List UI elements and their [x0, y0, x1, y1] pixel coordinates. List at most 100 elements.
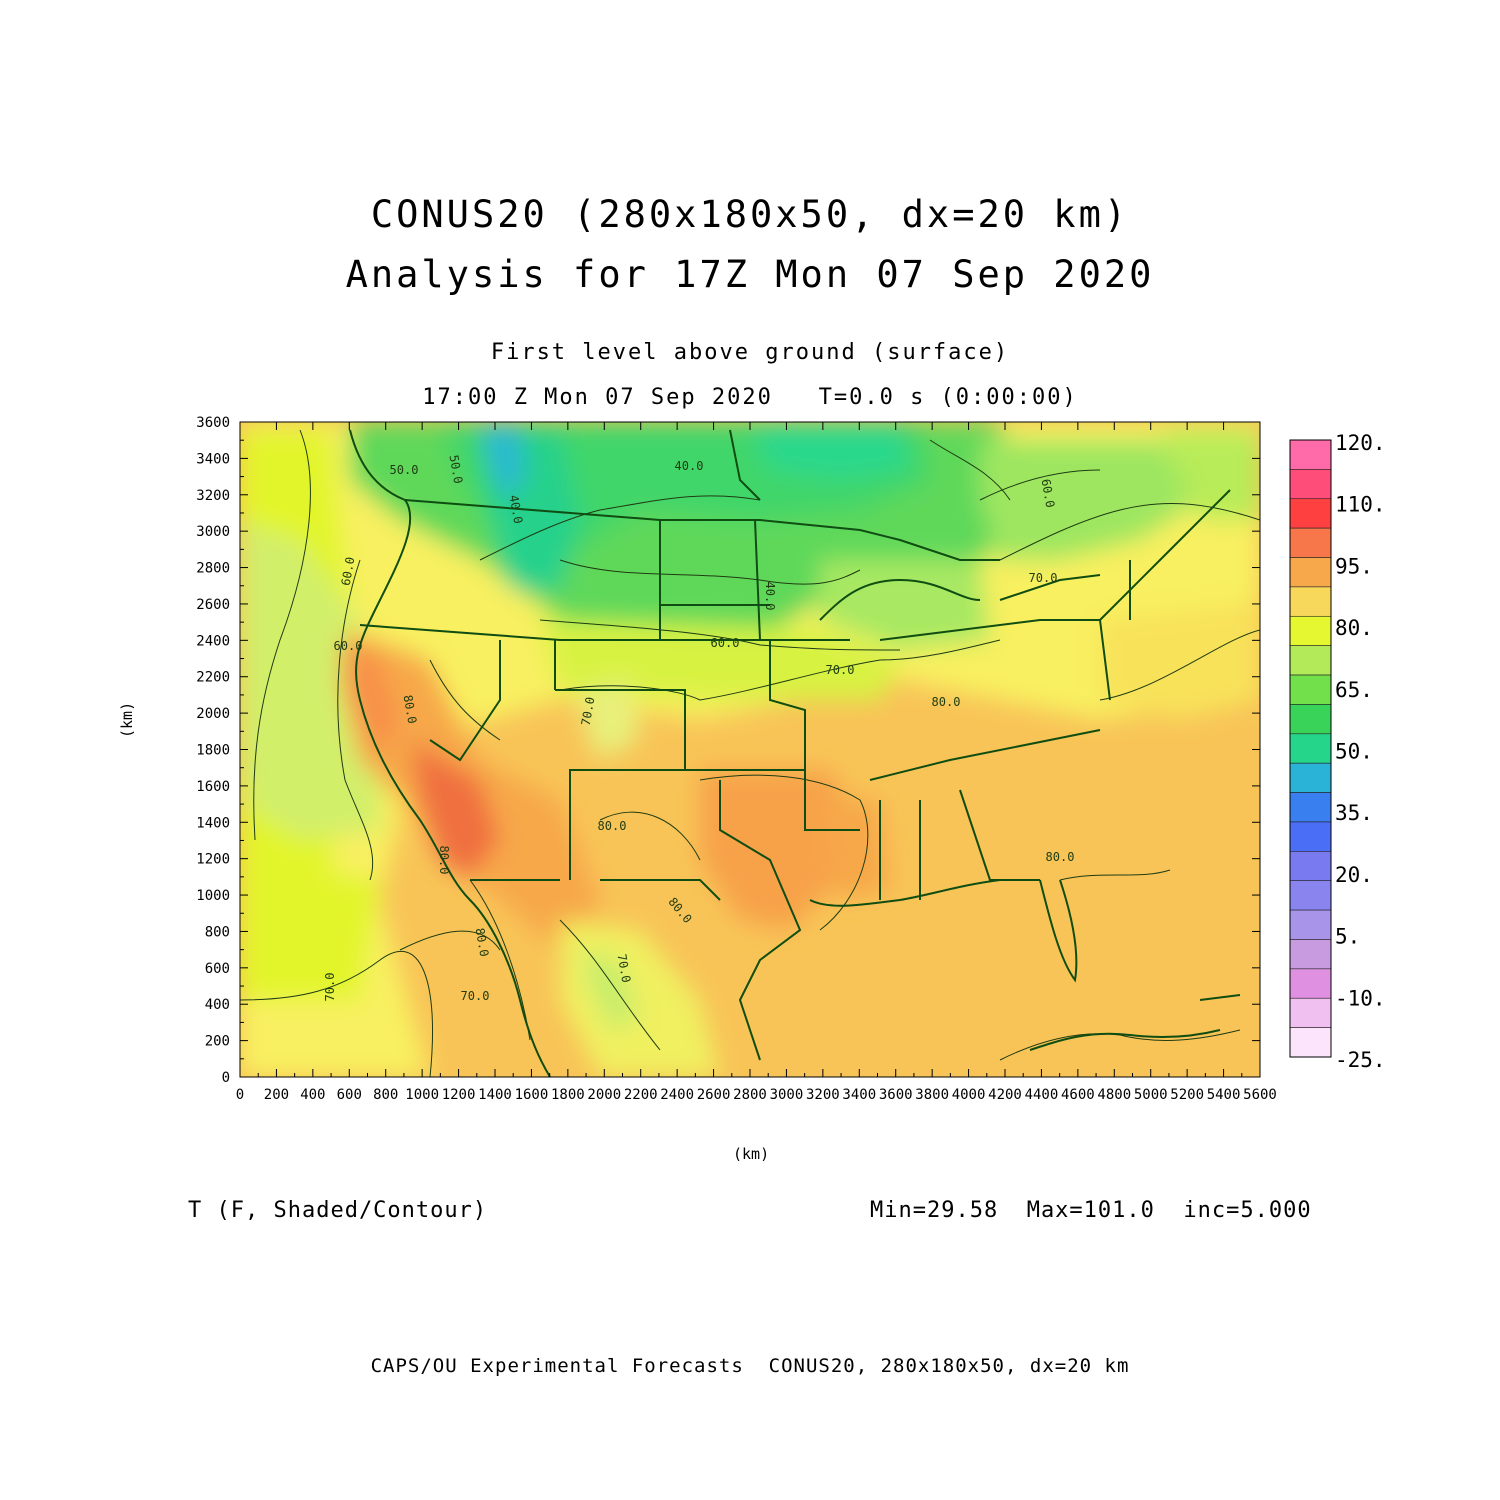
level-subtitle: First level above ground (surface)	[490, 340, 1010, 365]
x-tick-label: 2000	[587, 1087, 621, 1103]
contour-label: 60.0	[711, 636, 740, 650]
contour-label: 70.0	[1029, 571, 1058, 585]
y-tick-label: 800	[205, 924, 230, 940]
y-tick-label: 1200	[196, 852, 230, 868]
y-tick-label: 2600	[196, 597, 230, 613]
contour-label: 80.0	[401, 694, 420, 725]
y-axis-unit: (km)	[118, 701, 136, 738]
colorbar-label: 20.	[1335, 863, 1373, 887]
x-tick-label: 3400	[842, 1087, 876, 1103]
x-tick-label: 600	[337, 1087, 362, 1103]
colorbar-swatch	[1289, 733, 1332, 764]
colorbar-swatch	[1289, 645, 1332, 676]
x-tick-label: 2800	[733, 1087, 767, 1103]
contour-label: 70.0	[323, 973, 337, 1002]
time-subtitle: 17:00 Z Mon 07 Sep 2020 T=0.0 s (0:00:00…	[422, 385, 1078, 410]
colorbar-label: -25.	[1335, 1048, 1386, 1072]
x-tick-label: 2600	[697, 1087, 731, 1103]
contour-label: 80.0	[598, 819, 627, 833]
colorbar-swatch	[1289, 469, 1332, 500]
y-tick-label: 600	[205, 961, 230, 977]
y-tick-label: 2200	[196, 670, 230, 686]
colorbar-swatch	[1289, 939, 1332, 970]
x-tick-label: 1600	[515, 1087, 549, 1103]
y-tick-label: 2000	[196, 706, 230, 722]
y-tick-label: 400	[205, 997, 230, 1013]
y-tick-label: 1600	[196, 779, 230, 795]
y-tick-label: 0	[222, 1070, 230, 1086]
contour-label: 80.0	[1046, 850, 1075, 864]
y-tick-label: 1400	[196, 815, 230, 831]
colorbar-swatch	[1289, 557, 1332, 588]
y-tick-label: 1000	[196, 888, 230, 904]
colorbar-swatch	[1289, 527, 1332, 558]
contour-label: 40.0	[507, 494, 526, 525]
y-tick-label: 3200	[196, 488, 230, 504]
variable-label: T (F, Shaded/Contour)	[188, 1198, 488, 1223]
x-tick-label: 4000	[952, 1087, 986, 1103]
colorbar-label: -10.	[1335, 986, 1386, 1010]
colorbar-swatch	[1289, 762, 1332, 793]
y-tick-label: 2800	[196, 561, 230, 577]
y-axis: 0 200 400 600 800 1000 1200 1400 1600 1800 2000 220…	[196, 415, 1260, 1086]
contour-label: 80.0	[437, 846, 451, 875]
plot-title-line2: Analysis for 17Z Mon 07 Sep 2020	[345, 253, 1155, 296]
x-tick-label: 3800	[915, 1087, 949, 1103]
x-tick-label: 4400	[1025, 1087, 1059, 1103]
y-tick-label: 3600	[196, 415, 230, 431]
plot-title-line1: CONUS20 (280x180x50, dx=20 km)	[370, 193, 1130, 236]
contour-label: 40.0	[763, 582, 777, 611]
colorbar-swatch	[1289, 586, 1332, 617]
colorbar-label: 120.	[1335, 431, 1386, 455]
colorbar-swatch	[1289, 997, 1332, 1028]
colorbar-swatch	[1289, 909, 1332, 940]
x-tick-label: 1200	[442, 1087, 476, 1103]
x-tick-label: 4800	[1097, 1087, 1131, 1103]
x-tick-label: 0	[236, 1087, 244, 1103]
contour-label: 50.0	[447, 454, 466, 485]
colorbar-swatch	[1289, 674, 1332, 705]
x-tick-label: 5400	[1207, 1087, 1241, 1103]
colorbar-label: 110.	[1335, 493, 1386, 517]
colorbar-swatch	[1289, 880, 1332, 911]
colorbar-swatch	[1289, 439, 1332, 470]
colorbar: 120. 110. 95. 80. 65. 50. 35. 20. 5. -10. -25.	[1289, 431, 1386, 1072]
contour-label: 70.0	[579, 696, 598, 727]
x-axis-unit: (km)	[733, 1145, 770, 1163]
colorbar-label: 95.	[1335, 554, 1373, 578]
footer-credit: CAPS/OU Experimental Forecasts CONUS20, …	[370, 1355, 1130, 1377]
x-tick-label: 2200	[624, 1087, 658, 1103]
contour-label: 70.0	[615, 953, 634, 984]
colorbar-frame	[1289, 439, 1332, 1058]
contour-label: 70.0	[826, 663, 855, 677]
colorbar-label: 80.	[1335, 616, 1373, 640]
y-tick-label: 3000	[196, 524, 230, 540]
colorbar-label: 5.	[1335, 925, 1360, 949]
y-tick-label: 200	[205, 1034, 230, 1050]
x-tick-label: 4200	[988, 1087, 1022, 1103]
colorbar-swatch	[1289, 968, 1332, 999]
y-tick-label: 1800	[196, 743, 230, 759]
x-tick-label: 800	[373, 1087, 398, 1103]
x-tick-label: 4600	[1061, 1087, 1095, 1103]
field-stats: Min=29.58 Max=101.0 inc=5.000	[870, 1198, 1312, 1223]
colorbar-swatch	[1289, 851, 1332, 882]
contour-label: 70.0	[461, 989, 490, 1003]
x-tick-label: 400	[300, 1087, 325, 1103]
contour-label: 60.0	[339, 556, 358, 587]
colorbar-label: 65.	[1335, 678, 1373, 702]
contour-label: 40.0	[675, 459, 704, 473]
x-tick-label: 200	[264, 1087, 289, 1103]
x-tick-label: 1000	[405, 1087, 439, 1103]
contour-label: 80.0	[932, 695, 961, 709]
y-tick-label: 3400	[196, 451, 230, 467]
contour-label: 50.0	[390, 463, 419, 477]
x-tick-label: 3200	[806, 1087, 840, 1103]
colorbar-swatch	[1289, 615, 1332, 646]
x-tick-label: 5600	[1243, 1087, 1277, 1103]
y-tick-label: 2400	[196, 633, 230, 649]
colorbar-label: 35.	[1335, 801, 1373, 825]
x-tick-label: 3600	[879, 1087, 913, 1103]
x-axis: 0 200 400 600 800 1000 1200 1400 1600 1800 2000 220…	[236, 422, 1277, 1103]
